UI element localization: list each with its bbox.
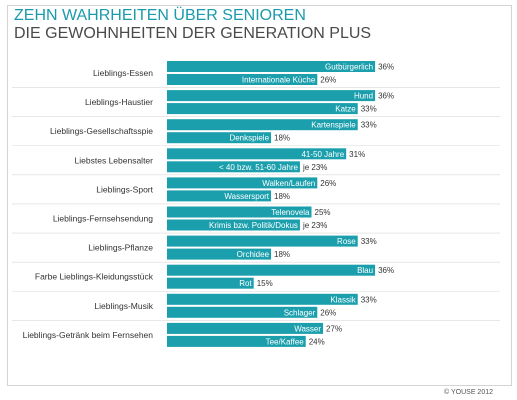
bar (167, 206, 312, 218)
bar-label: Krimis bzw. Politik/Dokus (209, 221, 298, 230)
value-label: 25% (315, 208, 331, 217)
bar-label: < 40 bzw. 51-60 Jahre (219, 163, 298, 172)
bar-label: Orchidee (237, 250, 270, 259)
bar (167, 161, 300, 173)
bar (167, 306, 318, 318)
value-label: 26% (320, 76, 336, 85)
category-label: Lieblings-Essen (93, 68, 153, 78)
chart-frame (7, 5, 512, 386)
bar-label: Rose (337, 237, 356, 246)
bar-label: Tee/Kaffee (266, 337, 305, 346)
value-label: 26% (320, 308, 336, 317)
value-label: 36% (378, 266, 394, 275)
value-label: 33% (361, 121, 377, 130)
value-label: 15% (257, 279, 273, 288)
value-label: 36% (378, 63, 394, 72)
bar-label: Internationale Küche (242, 76, 316, 85)
value-label: 27% (326, 324, 342, 333)
bar (167, 219, 300, 231)
bar (167, 119, 358, 131)
category-label: Farbe Lieblings-Kleidungsstück (35, 272, 154, 282)
value-label: 18% (274, 250, 290, 259)
bar (167, 264, 376, 276)
category-label: Lieblings-Gesellschaftsspie (50, 126, 153, 136)
value-label: 18% (274, 134, 290, 143)
bar (167, 74, 318, 85)
bar (167, 132, 272, 144)
bar-label: Blau (357, 266, 373, 275)
bar-label: Walken/Laufen (262, 179, 315, 188)
bar-label: Wasser (294, 324, 321, 333)
bar (167, 148, 347, 160)
category-label: Liebstes Lebensalter (75, 155, 154, 165)
value-label: 31% (349, 150, 365, 159)
chart-subtitle: DIE GEWOHNHEITEN DER GENERATION PLUS (14, 25, 372, 42)
bar-label: Katze (335, 105, 356, 114)
bar (167, 190, 272, 202)
bar-label: Kartenspiele (311, 121, 356, 130)
category-label: Lieblings-Fernsehsendung (53, 214, 153, 224)
category-label: Lieblings-Pflanze (88, 243, 153, 253)
bar (167, 235, 358, 247)
value-label: 36% (378, 92, 394, 101)
bar (167, 335, 306, 347)
value-label: 33% (361, 237, 377, 246)
bar (167, 277, 254, 289)
bar-label: Rot (239, 279, 252, 288)
category-label: Lieblings-Haustier (85, 97, 153, 107)
value-label: 33% (361, 295, 377, 304)
category-label: Lieblings-Sport (96, 184, 153, 194)
bar-label: Klassik (330, 295, 356, 304)
bar (167, 103, 358, 115)
bar-label: Denkspiele (229, 134, 269, 143)
bar-label: Hund (354, 92, 373, 101)
bar (167, 90, 376, 102)
value-label: je 23% (302, 163, 327, 172)
value-label: 26% (320, 179, 336, 188)
bar (167, 248, 272, 260)
chart-title: ZEHN WAHRHEITEN ÜBER SENIOREN (14, 7, 306, 24)
category-label: Lieblings-Getränk beim Fernsehen (23, 330, 154, 340)
bar-label: Schlager (284, 308, 316, 317)
bar (167, 61, 376, 72)
bar-label: Gutbürgerlich (325, 63, 373, 72)
bar-label: Wassersport (224, 192, 269, 201)
copyright-notice: © YOUSE 2012 (444, 389, 493, 396)
value-label: 24% (309, 337, 325, 346)
value-label: je 23% (302, 221, 327, 230)
bar-label: 41-50 Jahre (301, 150, 344, 159)
bar (167, 322, 324, 334)
category-label: Lieblings-Musik (94, 301, 153, 311)
bar (167, 293, 358, 305)
bar (167, 177, 318, 189)
value-label: 18% (274, 192, 290, 201)
bar-label: Telenovela (271, 208, 310, 217)
value-label: 33% (361, 105, 377, 114)
